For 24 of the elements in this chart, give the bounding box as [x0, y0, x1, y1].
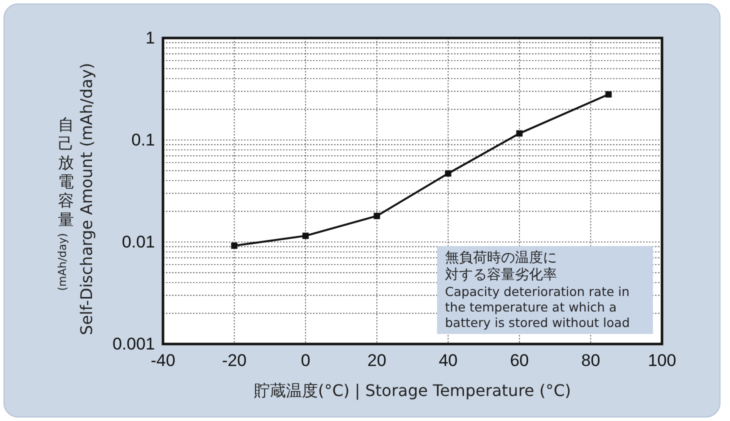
x-tick-label: 20 — [367, 351, 386, 370]
x-tick-label: 60 — [510, 351, 529, 370]
y-tick-label: 0.1 — [131, 130, 155, 150]
y-tick-label: 0.01 — [122, 232, 155, 252]
point — [516, 130, 523, 137]
point — [605, 91, 612, 98]
x-tick-label: 40 — [438, 351, 458, 370]
point — [302, 232, 309, 239]
text: 自己放電容量 — [58, 115, 74, 229]
x-tick-label: -40 — [150, 351, 176, 370]
x-tick-label: 100 — [648, 351, 676, 370]
y-tick-label: 0.001 — [112, 334, 155, 354]
text: (mAh/day) — [56, 233, 69, 291]
x-tick-label: -20 — [222, 351, 247, 370]
y-tick-label: 1 — [146, 28, 155, 48]
point — [444, 170, 452, 177]
y-axis-title: Self-Discharge Amount (mAh/day) — [77, 62, 96, 336]
x-tick-label: 80 — [581, 351, 600, 370]
point — [231, 242, 238, 249]
annotation: Capacity deterioration rate in the temperature at which a battery is stored without load — [445, 284, 630, 330]
x-tick-label: 0 — [300, 351, 310, 370]
x-axis-title: 貯蔵温度(°C) | Storage Temperature (°C) — [254, 381, 571, 400]
annotation: 無負荷時の温度に対する容量劣化率 — [445, 250, 557, 283]
point — [374, 212, 380, 220]
